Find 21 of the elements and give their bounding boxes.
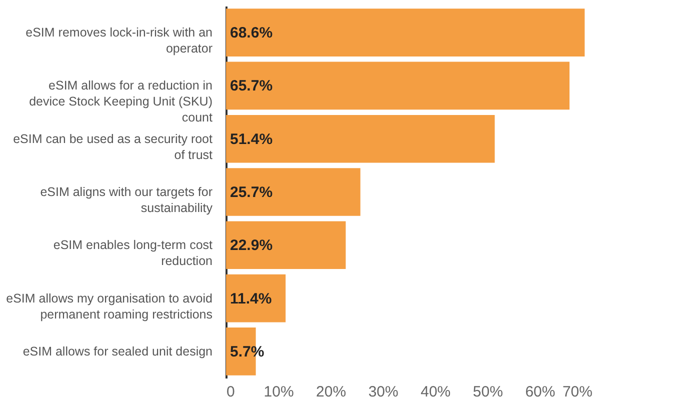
x-tick-label: 10%	[264, 384, 294, 400]
data-label: 25.7%	[230, 184, 273, 201]
data-label: 51.4%	[230, 130, 273, 148]
data-label: 22.9%	[230, 237, 273, 254]
x-tick-label: 30%	[368, 384, 398, 400]
x-tick-label: 0	[226, 384, 235, 400]
y-tick-label: eSIM removes lock-in-risk with an operator	[26, 26, 213, 56]
y-tick-label: eSIM allows my organisation to avoid permanent roaming restrictions	[6, 291, 213, 322]
x-tick-label: 20%	[316, 384, 346, 400]
data-label: 65.7%	[230, 78, 273, 95]
x-tick-label: 50%	[472, 384, 503, 400]
y-tick-label: eSIM can be used as a security root of trust	[13, 132, 214, 162]
x-tick-label: 60%	[525, 384, 556, 400]
x-tick-label: 40%	[420, 384, 451, 400]
y-tick-label: eSIM allows for sealed unit design	[22, 344, 213, 358]
y-tick-label: eSIM allows for a reduction in device Stock Keeping Unit (SKU) count	[29, 78, 214, 125]
data-label: 11.4%	[230, 290, 272, 308]
y-tick-label: eSIM enables long-term cost reduction	[53, 238, 214, 268]
x-tick-label: 70%	[562, 384, 592, 400]
data-label: 68.6%	[230, 24, 273, 42]
y-tick-label: eSIM aligns with our targets for sustainability	[40, 185, 214, 215]
